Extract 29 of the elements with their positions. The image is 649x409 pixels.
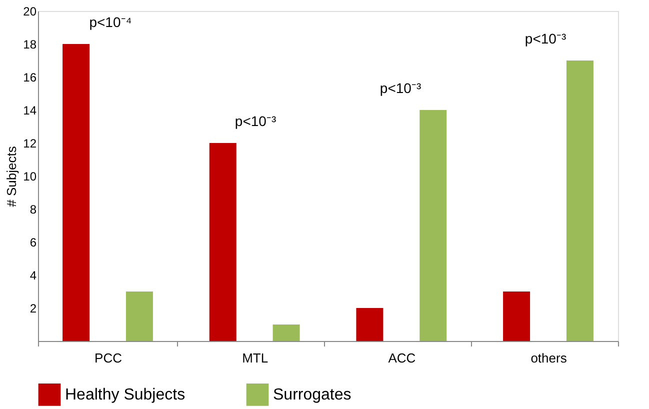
x-tick-label: PCC [94, 350, 122, 366]
y-tick-label: 18 [23, 38, 37, 52]
y-tick-label: 2 [30, 302, 37, 316]
annotation: p<10⁻⁴ [89, 14, 132, 30]
y-tick-label: 12 [23, 136, 37, 150]
bar [209, 143, 236, 341]
bar [62, 44, 90, 341]
bar [126, 292, 153, 341]
y-tick-label: 20 [23, 4, 37, 18]
annotation: p<10⁻³ [380, 80, 422, 96]
x-tick-label: ACC [388, 350, 416, 366]
legend-label: Healthy Subjects [65, 386, 186, 404]
y-tick-label: 10 [23, 170, 37, 184]
bar [272, 324, 300, 341]
y-tick-label: 16 [23, 70, 37, 84]
y-tick-label: 4 [30, 268, 37, 282]
bar [566, 60, 594, 341]
y-axis-title: # Subjects [4, 146, 20, 207]
annotation: p<10⁻³ [524, 30, 566, 46]
bar [356, 308, 384, 341]
y-tick-label: 8 [30, 202, 37, 216]
y-tick-label: 6 [30, 236, 37, 250]
legend-label: Surrogates [273, 386, 352, 404]
bar [420, 110, 447, 341]
x-tick-label: others [530, 350, 568, 366]
annotation: p<10⁻³ [234, 113, 276, 129]
x-tick-label: MTL [242, 350, 268, 366]
bar [503, 292, 530, 341]
y-tick-label: 14 [23, 104, 37, 118]
